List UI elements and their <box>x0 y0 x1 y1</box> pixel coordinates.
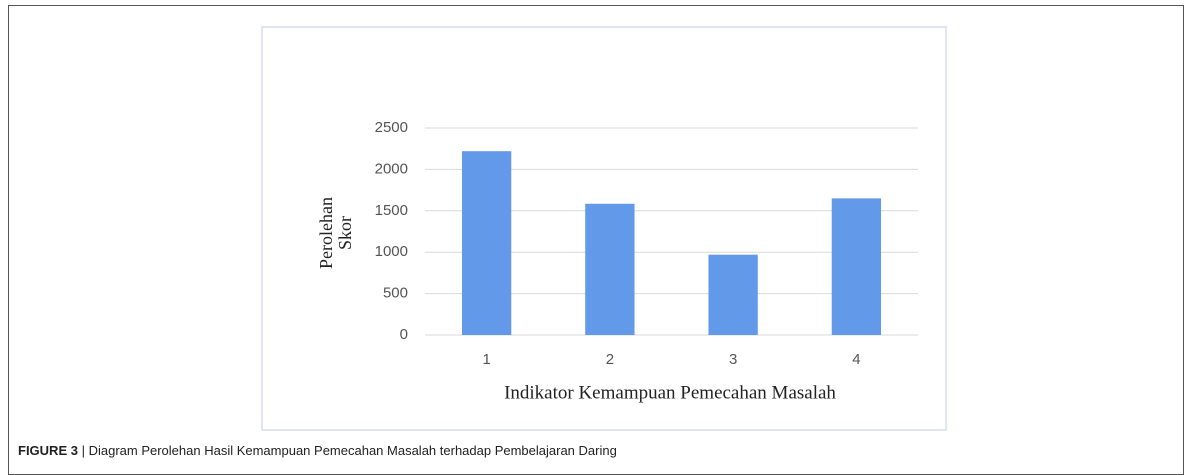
x-tick-label: 1 <box>482 351 490 368</box>
y-tick-label: 1500 <box>375 202 408 219</box>
x-axis-title: Indikator Kemampuan Pemecahan Masalah <box>504 382 836 403</box>
x-tick-label: 4 <box>852 351 860 368</box>
caption-text: | Diagram Perolehan Hasil Kemampuan Peme… <box>81 443 617 458</box>
y-tick-label: 500 <box>383 285 408 302</box>
y-tick-label: 0 <box>400 326 408 343</box>
x-tick-label: 2 <box>606 351 614 368</box>
caption-label: FIGURE 3 <box>18 443 78 458</box>
y-tick-label: 1000 <box>375 243 408 260</box>
bar <box>831 198 882 335</box>
y-axis-title: Perolehan Skor <box>298 195 374 271</box>
y-tick-label: 2500 <box>375 119 408 136</box>
bar <box>585 203 635 335</box>
caption: FIGURE 3 | Diagram Perolehan Hasil Kemam… <box>18 443 617 458</box>
x-tick-label: 3 <box>729 351 737 368</box>
bar <box>708 254 758 335</box>
y-tick-label: 2000 <box>375 160 408 177</box>
y-axis-title-text: Perolehan Skor <box>316 197 355 269</box>
bar <box>461 151 512 335</box>
